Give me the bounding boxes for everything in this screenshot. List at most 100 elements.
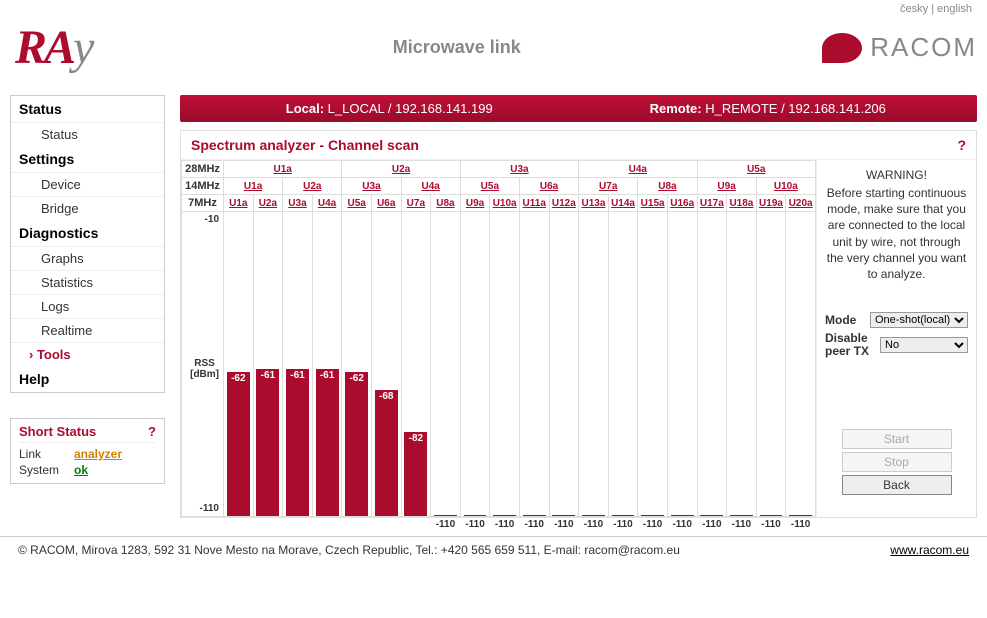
page-title: Microwave link bbox=[91, 37, 822, 58]
brand-text: RACOM bbox=[870, 32, 977, 63]
bar: -62 bbox=[345, 372, 368, 516]
chart-zone: 28MHzU1aU2aU3aU4aU5a14MHzU1aU2aU3aU4aU5a… bbox=[181, 160, 816, 517]
start-button: Start bbox=[842, 429, 952, 449]
bar bbox=[730, 515, 753, 516]
channel-link[interactable]: U6a bbox=[540, 181, 558, 192]
nav-item-device[interactable]: Device bbox=[11, 172, 164, 196]
bar: -61 bbox=[286, 369, 309, 516]
channel-link[interactable]: U8a bbox=[436, 198, 454, 209]
bar: -61 bbox=[256, 369, 279, 516]
nav-section[interactable]: Settings bbox=[11, 146, 164, 172]
racom-icon bbox=[822, 33, 862, 63]
bar bbox=[552, 515, 575, 516]
channel-link[interactable]: U4a bbox=[318, 198, 336, 209]
nav-section[interactable]: Status bbox=[11, 96, 164, 122]
nav: StatusStatusSettingsDeviceBridgeDiagnost… bbox=[10, 95, 165, 393]
nav-section[interactable]: Diagnostics bbox=[11, 220, 164, 246]
spectrum-panel: Spectrum analyzer - Channel scan ? 28MHz… bbox=[180, 130, 977, 518]
channel-link[interactable]: U3a bbox=[288, 198, 306, 209]
channel-link[interactable]: U6a bbox=[377, 198, 395, 209]
footer-link[interactable]: www.racom.eu bbox=[890, 543, 969, 557]
bar-cell: -61 bbox=[313, 216, 342, 516]
bar-cell: -110 bbox=[550, 216, 579, 516]
channel-link[interactable]: U14a bbox=[611, 198, 635, 209]
bar-cell: -61 bbox=[254, 216, 283, 516]
short-status-value[interactable]: analyzer bbox=[74, 447, 122, 461]
warning-text: Before starting continuous mode, make su… bbox=[825, 185, 968, 282]
bar bbox=[464, 515, 487, 516]
connection-banner: Local: L_LOCAL / 192.168.141.199 Remote:… bbox=[180, 95, 977, 122]
nav-item-logs[interactable]: Logs bbox=[11, 294, 164, 318]
channel-link[interactable]: U7a bbox=[407, 198, 425, 209]
bar bbox=[641, 515, 664, 516]
panel-title: Spectrum analyzer - Channel scan bbox=[191, 137, 419, 153]
channel-link[interactable]: U4a bbox=[629, 164, 647, 175]
bar: -68 bbox=[375, 390, 398, 516]
short-status-value[interactable]: ok bbox=[74, 463, 88, 477]
mode-label: Mode bbox=[825, 313, 870, 327]
short-status-help-icon[interactable]: ? bbox=[148, 424, 156, 439]
lang-english[interactable]: english bbox=[937, 3, 972, 15]
channel-link[interactable]: U10a bbox=[493, 198, 517, 209]
channel-link[interactable]: U9a bbox=[717, 181, 735, 192]
short-status-row: Systemok bbox=[19, 462, 156, 478]
mode-select[interactable]: One-shot(local) bbox=[870, 312, 968, 328]
channel-link[interactable]: U18a bbox=[729, 198, 753, 209]
bar: -62 bbox=[227, 372, 250, 516]
nav-item-realtime[interactable]: Realtime bbox=[11, 318, 164, 342]
bar-cell: -110 bbox=[520, 216, 549, 516]
channel-link[interactable]: U5a bbox=[347, 198, 365, 209]
channel-link[interactable]: U20a bbox=[789, 198, 813, 209]
channel-link[interactable]: U19a bbox=[759, 198, 783, 209]
nav-item-graphs[interactable]: Graphs bbox=[11, 246, 164, 270]
channel-link[interactable]: U2a bbox=[392, 164, 410, 175]
short-status-row: Linkanalyzer bbox=[19, 446, 156, 462]
short-status-box: Short Status ? LinkanalyzerSystemok bbox=[10, 418, 165, 484]
warning-title: WARNING! bbox=[825, 168, 968, 182]
nav-item-tools[interactable]: Tools bbox=[11, 342, 164, 366]
bar-cell: -110 bbox=[431, 216, 460, 516]
bar-cell: -62 bbox=[224, 216, 253, 516]
channel-link[interactable]: U4a bbox=[421, 181, 439, 192]
language-switch: česky | english bbox=[0, 0, 987, 15]
stop-button: Stop bbox=[842, 452, 952, 472]
channel-link[interactable]: U5a bbox=[481, 181, 499, 192]
bar: -82 bbox=[404, 432, 427, 516]
disable-peer-label: Disable peer TX bbox=[825, 332, 880, 358]
nav-section[interactable]: Help bbox=[11, 366, 164, 392]
channel-link[interactable]: U17a bbox=[700, 198, 724, 209]
channel-link[interactable]: U2a bbox=[259, 198, 277, 209]
bar bbox=[582, 515, 605, 516]
channel-link[interactable]: U10a bbox=[774, 181, 798, 192]
disable-peer-select[interactable]: No bbox=[880, 337, 968, 353]
channel-link[interactable]: U5a bbox=[747, 164, 765, 175]
nav-item-bridge[interactable]: Bridge bbox=[11, 196, 164, 220]
nav-item-statistics[interactable]: Statistics bbox=[11, 270, 164, 294]
logo-racom: RACOM bbox=[822, 32, 977, 63]
channel-link[interactable]: U1a bbox=[244, 181, 262, 192]
channel-link[interactable]: U7a bbox=[599, 181, 617, 192]
channel-link[interactable]: U13a bbox=[581, 198, 605, 209]
bar-cell: -82 bbox=[402, 216, 431, 516]
bar bbox=[434, 515, 457, 516]
bar bbox=[612, 515, 635, 516]
channel-link[interactable]: U16a bbox=[670, 198, 694, 209]
channel-link[interactable]: U3a bbox=[510, 164, 528, 175]
panel-help-icon[interactable]: ? bbox=[957, 137, 966, 153]
lang-cesky[interactable]: česky bbox=[900, 3, 928, 15]
back-button[interactable]: Back bbox=[842, 475, 952, 495]
channel-link[interactable]: U3a bbox=[362, 181, 380, 192]
bar-cell: -110 bbox=[579, 216, 608, 516]
channel-link[interactable]: U8a bbox=[658, 181, 676, 192]
channel-link[interactable]: U1a bbox=[274, 164, 292, 175]
nav-item-status[interactable]: Status bbox=[11, 122, 164, 146]
bar bbox=[523, 515, 546, 516]
channel-link[interactable]: U9a bbox=[466, 198, 484, 209]
channel-link[interactable]: U11a bbox=[523, 198, 546, 209]
channel-link[interactable]: U1a bbox=[229, 198, 247, 209]
bar-cell: -110 bbox=[786, 216, 815, 516]
bar-cell: -110 bbox=[461, 216, 490, 516]
channel-link[interactable]: U12a bbox=[552, 198, 576, 209]
channel-link[interactable]: U15a bbox=[641, 198, 665, 209]
channel-link[interactable]: U2a bbox=[303, 181, 321, 192]
